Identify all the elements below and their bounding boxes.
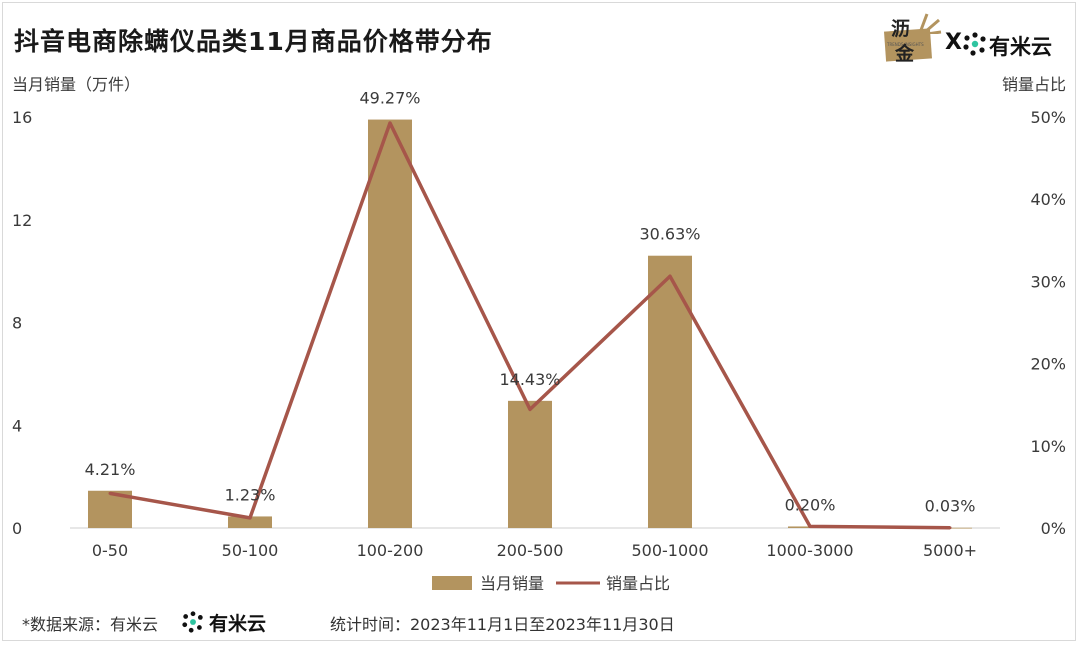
footer-youmiyun-icon <box>182 611 203 633</box>
data-label-50-100: 1.23% <box>225 485 276 504</box>
brand-x-mark: X <box>945 30 962 55</box>
youmiyun-logo-text: 有米云 <box>989 35 1052 59</box>
share-point-1000-3000 <box>808 524 812 528</box>
x-tick-200-500: 200-500 <box>497 541 564 560</box>
y-right-tick-10%: 10% <box>1030 437 1066 456</box>
legend-swatch-bar <box>432 576 472 590</box>
y-right-tick-20%: 20% <box>1030 355 1066 374</box>
bar-500-1000 <box>648 255 692 528</box>
bar-100-200 <box>368 119 412 528</box>
lijin-logo-small-text: TRENDS INSIGHTS <box>887 42 924 47</box>
brand-logos: 沥 TRENDS INSIGHTS 金 X 有米云 <box>884 8 1065 70</box>
bar-200-500 <box>508 400 552 528</box>
share-point-0-50 <box>108 491 112 495</box>
data-labels: 4.21% 1.23% 49.27% 14.43% 30.63% 0.20% 0.03% <box>85 89 976 516</box>
x-tick-0-50: 0-50 <box>92 541 128 560</box>
y-left-tick-4: 4 <box>12 416 22 435</box>
x-tick-500-1000: 500-1000 <box>631 541 708 560</box>
x-tick-5000+: 5000+ <box>923 541 977 560</box>
y-axis-right-label: 销量占比 <box>1002 75 1066 94</box>
bar-series <box>88 119 972 529</box>
legend-label-line: 销量占比 <box>606 574 670 593</box>
share-point-5000+ <box>948 526 952 530</box>
x-axis-ticks: 0-50 50-100 100-200 200-500 500-1000 1000-300… <box>92 541 977 560</box>
y-right-tick-50%: 50% <box>1030 108 1066 127</box>
data-label-5000+: 0.03% <box>925 497 976 516</box>
y-left-tick-8: 8 <box>12 314 22 333</box>
share-point-200-500 <box>528 407 532 411</box>
legend: 当月销量 销量占比 <box>432 574 670 593</box>
data-label-200-500: 14.43% <box>499 370 560 389</box>
line-series <box>108 121 952 530</box>
data-label-1000-3000: 0.20% <box>785 495 836 514</box>
y-left-tick-0: 0 <box>12 519 22 538</box>
y-right-tick-40%: 40% <box>1030 190 1066 209</box>
chart-title: 抖音电商除螨仪品类11月商品价格带分布 <box>14 27 493 56</box>
x-tick-50-100: 50-100 <box>222 541 279 560</box>
y-left-tick-16: 16 <box>12 108 32 127</box>
footer-youmiyun-text: 有米云 <box>209 613 267 635</box>
youmiyun-logo-icon <box>963 32 986 56</box>
y-axis-left-ticks: 0 4 8 12 16 <box>12 108 32 538</box>
data-label-500-1000: 30.63% <box>639 225 700 244</box>
share-point-50-100 <box>248 516 252 520</box>
lijin-logo-char-bottom: 金 <box>895 43 915 65</box>
data-label-0-50: 4.21% <box>85 460 136 479</box>
x-tick-1000-3000: 1000-3000 <box>766 541 853 560</box>
y-right-tick-30%: 30% <box>1030 272 1066 291</box>
data-label-100-200: 49.27% <box>359 89 420 108</box>
stat-time-label: 统计时间：2023年11月1日至2023年11月30日 <box>330 615 675 634</box>
y-right-tick-0%: 0% <box>1041 519 1066 538</box>
y-left-tick-12: 12 <box>12 211 32 230</box>
share-point-500-1000 <box>668 274 672 278</box>
bar-50-100 <box>228 516 272 528</box>
share-point-100-200 <box>388 121 392 125</box>
lijin-logo-char-top: 沥 <box>891 18 911 40</box>
y-axis-left-label: 当月销量（万件） <box>12 75 140 94</box>
y-axis-right-ticks: 0% 10% 20% 30% 40% 50% <box>1030 108 1066 538</box>
x-tick-100-200: 100-200 <box>357 541 424 560</box>
legend-label-bar: 当月销量 <box>480 574 544 593</box>
data-source-label: *数据来源：有米云 <box>22 615 159 634</box>
lijin-burst-icon <box>919 13 942 34</box>
